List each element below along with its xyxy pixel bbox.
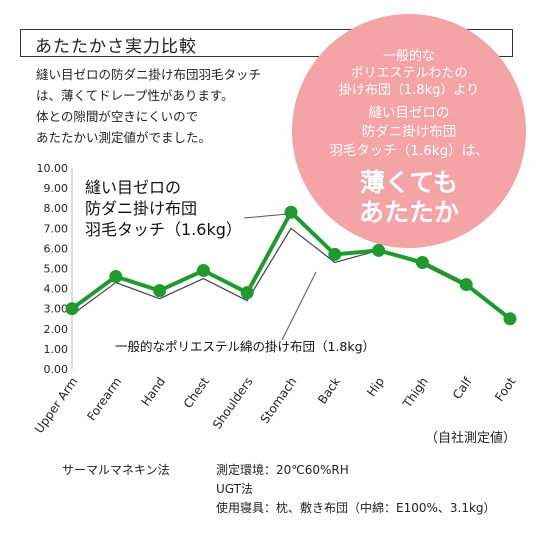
data-point-product — [196, 264, 210, 278]
annotation-leader-comparison — [281, 271, 317, 341]
data-point-product — [284, 205, 298, 219]
data-point-product — [153, 284, 167, 298]
y-tick-label: 7.00 — [44, 222, 69, 235]
data-point-product — [109, 270, 123, 284]
footer-environment: 測定環境：20℃60%RH — [216, 463, 349, 477]
bubble-line: 一般的な — [382, 49, 435, 64]
y-tick-label: 4.00 — [44, 283, 69, 296]
x-tick-label: Stomach — [258, 375, 300, 426]
bubble-line: 掛け布団（1.8kg）より — [338, 83, 480, 98]
series-label-comparison: 一般的なポリエステル綿の掛け布団（1.8kg） — [115, 339, 375, 354]
footer-bedding: 使用寝具：枕、敷き布団（中綿：E100%、3.1kg） — [216, 501, 496, 515]
chart-note: （自社測定値） — [425, 430, 516, 446]
intro-line: 縫い目ゼロの防ダニ掛け布団羽毛タッチ — [36, 67, 262, 82]
x-tick-label: Hand — [138, 375, 168, 409]
y-tick-label: 10.00 — [37, 162, 69, 175]
data-point-product — [240, 286, 254, 300]
y-tick-label: 5.00 — [44, 263, 69, 276]
data-point-product — [65, 302, 79, 316]
x-tick-label: Chest — [181, 374, 212, 410]
y-tick-label: 2.00 — [44, 323, 69, 336]
x-tick-label: Calf — [450, 374, 475, 402]
y-tick-label: 1.00 — [44, 343, 69, 356]
x-tick-label: Foot — [492, 374, 518, 403]
series-label-product: 縫い目ゼロの防ダニ掛け布団羽毛タッチ（1.6kg） — [85, 178, 242, 239]
bubble-line: 防ダニ掛け布団 — [361, 124, 457, 140]
bubble-line: ポリエステルわたの — [350, 66, 468, 81]
bubble-line: 縫い目ゼロの — [368, 105, 450, 121]
intro-line: は、薄くてドレープ性があります。 — [36, 88, 234, 103]
bubble-headline-line: あたたか — [358, 198, 459, 227]
x-tick-label: Back — [315, 375, 343, 407]
x-tick-label: Upper Arm — [32, 375, 81, 436]
x-tick-label: Thigh — [400, 375, 431, 411]
data-point-product — [372, 243, 386, 257]
x-tick-label: Forearm — [84, 375, 124, 424]
footer-method: サーマルマネキン法 — [62, 463, 170, 477]
y-tick-label: 3.00 — [44, 303, 69, 316]
y-tick-label: 6.00 — [44, 242, 69, 255]
bubble-headline: 薄くても あたたか — [292, 168, 526, 228]
data-point-product — [459, 278, 473, 292]
y-tick-label: 0.00 — [44, 363, 69, 376]
intro-text: 縫い目ゼロの防ダニ掛け布団羽毛タッチ は、薄くてドレープ性があります。 体との隙… — [36, 64, 326, 148]
footer-standard: UGT法 — [216, 482, 253, 496]
intro-line: あたたかい測定値がでました。 — [36, 130, 212, 145]
data-point-product — [415, 255, 429, 269]
bubble-product: 縫い目ゼロの 防ダニ掛け布団 羽毛タッチ（1.6kg）は、 — [292, 104, 526, 161]
data-point-product — [328, 247, 342, 261]
y-tick-label: 8.00 — [44, 202, 69, 215]
data-point-product — [503, 312, 517, 326]
x-tick-label: Hip — [364, 375, 387, 399]
bubble-intro: 一般的な ポリエステルわたの 掛け布団（1.8kg）より — [292, 48, 526, 99]
bubble-headline-line: 薄くても — [359, 168, 458, 197]
intro-line: 体との隙間が空きにくいので — [36, 109, 199, 124]
y-tick-label: 9.00 — [44, 182, 69, 195]
highlight-bubble: 一般的な ポリエステルわたの 掛け布団（1.8kg）より 縫い目ゼロの 防ダニ掛… — [292, 14, 526, 248]
bubble-line: 羽毛タッチ（1.6kg）は、 — [329, 143, 489, 159]
annotation-leader-product — [243, 213, 286, 219]
page-title: あたたかさ実力比較 — [35, 37, 197, 57]
x-tick-label: Shoulders — [210, 375, 256, 432]
title-box: あたたかさ実力比較 — [20, 29, 513, 57]
